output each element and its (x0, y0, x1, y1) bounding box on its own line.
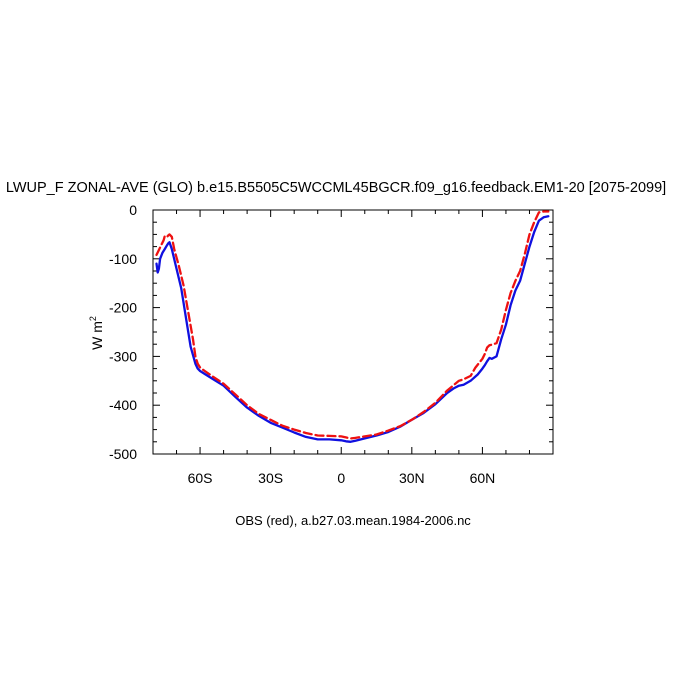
obs-series-line (155, 210, 550, 440)
y-axis: 0 -100 -200 -300 -400 -500 (109, 202, 553, 462)
series-layer (155, 210, 550, 443)
y-tick-label: -500 (109, 446, 137, 462)
plot-frame (152, 209, 554, 455)
x-tick-label: 30S (258, 470, 283, 486)
y-axis-label-exponent: 2 (88, 316, 98, 321)
x-axis: 60S 30S 0 30N 60N (176, 210, 554, 486)
y-tick-label: -400 (109, 397, 137, 413)
chart-title: LWUP_F ZONAL-AVE (GLO) b.e15.B5505C5WCCM… (6, 180, 666, 196)
y-tick-label: 0 (129, 202, 137, 218)
plot-border (152, 209, 554, 455)
y-tick-label: -100 (109, 251, 137, 267)
x-tick-label: 30N (399, 470, 425, 486)
y-tick-label: -300 (109, 348, 137, 364)
model-series-line (155, 215, 550, 443)
x-tick-label: 60N (470, 470, 496, 486)
y-axis-label: W m2 (88, 316, 105, 350)
y-axis-label-text: W m (89, 321, 105, 350)
x-tick-label: 60S (188, 470, 213, 486)
y-tick-label: -200 (109, 300, 137, 316)
x-tick-label: 0 (337, 470, 345, 486)
chart-caption: OBS (red), a.b27.03.mean.1984-2006.nc (235, 513, 471, 528)
